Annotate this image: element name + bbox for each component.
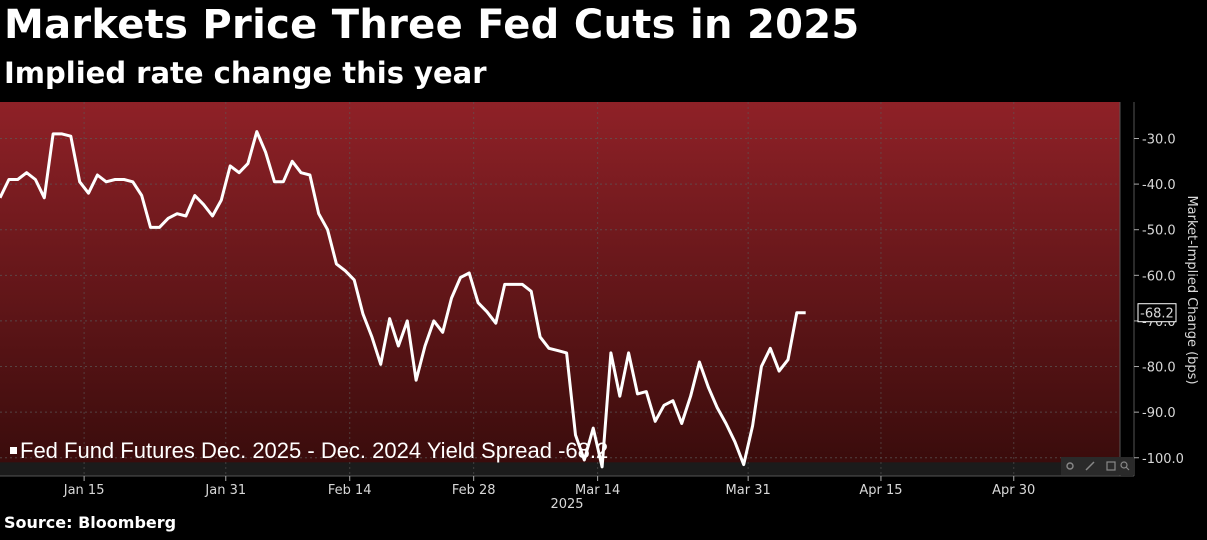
x-tick-label: Apr 30 bbox=[992, 483, 1035, 498]
x-tick-label: Mar 31 bbox=[726, 483, 771, 498]
x-tick-label: Jan 31 bbox=[204, 483, 246, 498]
y-tick-label: -80.0 bbox=[1142, 361, 1176, 376]
x-tick-label: Jan 15 bbox=[63, 483, 105, 498]
y-tick-label: -40.0 bbox=[1142, 178, 1176, 193]
x-tick-label: Feb 28 bbox=[452, 483, 496, 498]
gridlines bbox=[0, 102, 1120, 476]
y-tick-label: -30.0 bbox=[1142, 132, 1176, 147]
x-tick-label: Feb 14 bbox=[328, 483, 372, 498]
chart-toolbar[interactable] bbox=[1061, 457, 1134, 475]
chart-title: Markets Price Three Fed Cuts in 2025 bbox=[4, 2, 860, 48]
last-value-label: -68.2 bbox=[1137, 303, 1177, 323]
y-tick-label: -90.0 bbox=[1142, 406, 1176, 421]
y-axis-ticks: -30.0-40.0-50.0-60.0-70.0-80.0-90.0-100.… bbox=[1134, 132, 1184, 467]
source-note: Source: Bloomberg bbox=[4, 513, 177, 532]
legend-label: Fed Fund Futures Dec. 2025 - Dec. 2024 Y… bbox=[20, 438, 608, 463]
y-tick-label: -60.0 bbox=[1142, 269, 1176, 284]
y-tick-label: -100.0 bbox=[1142, 452, 1184, 467]
x-axis-year-label: 2025 bbox=[550, 497, 583, 512]
y-tick-label: -50.0 bbox=[1142, 224, 1176, 239]
x-axis-ticks: Jan 15 Jan 31 Feb 14 Feb 28 Mar 14 Mar 31 Apr … bbox=[63, 476, 1035, 498]
y-axis-title: Market-Implied Change (bps) bbox=[1184, 195, 1199, 384]
chart-subtitle: Implied rate change this year bbox=[4, 56, 487, 90]
shaded-range-band bbox=[0, 102, 1120, 463]
svg-text:-68.2: -68.2 bbox=[1140, 307, 1174, 322]
x-tick-label: Mar 14 bbox=[575, 483, 620, 498]
data-line-series bbox=[0, 130, 806, 469]
legend-marker bbox=[10, 447, 17, 454]
chart-type-icon[interactable] bbox=[1106, 461, 1116, 471]
zoom-icon[interactable] bbox=[1120, 461, 1130, 471]
pencil-icon[interactable] bbox=[1085, 461, 1095, 471]
settings-icon[interactable] bbox=[1066, 462, 1074, 470]
x-tick-label: Apr 15 bbox=[859, 483, 902, 498]
legend: Fed Fund Futures Dec. 2025 - Dec. 2024 Y… bbox=[10, 438, 608, 463]
